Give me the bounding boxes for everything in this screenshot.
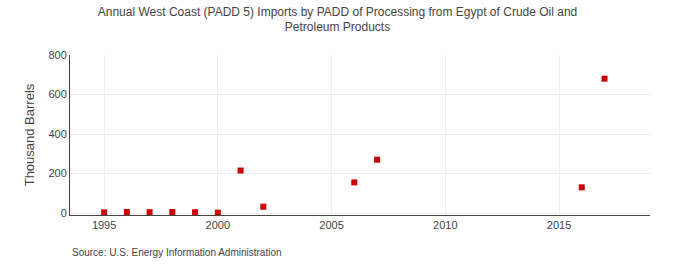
svg-text:600: 600: [48, 88, 66, 100]
svg-text:1995: 1995: [92, 219, 116, 231]
svg-text:2005: 2005: [319, 219, 343, 231]
svg-text:2015: 2015: [547, 219, 571, 231]
svg-text:2000: 2000: [206, 219, 230, 231]
svg-text:2010: 2010: [433, 219, 457, 231]
svg-text:Source: U.S. Energy Informatio: Source: U.S. Energy Information Administ…: [72, 247, 282, 258]
svg-text:400: 400: [48, 128, 66, 140]
svg-text:800: 800: [48, 49, 66, 61]
svg-text:200: 200: [48, 167, 66, 179]
svg-text:0: 0: [61, 207, 67, 219]
svg-text:Thousand Barrels: Thousand Barrels: [22, 83, 37, 186]
svg-text:Annual West Coast (PADD 5) Imp: Annual West Coast (PADD 5) Imports by PA…: [98, 5, 578, 35]
